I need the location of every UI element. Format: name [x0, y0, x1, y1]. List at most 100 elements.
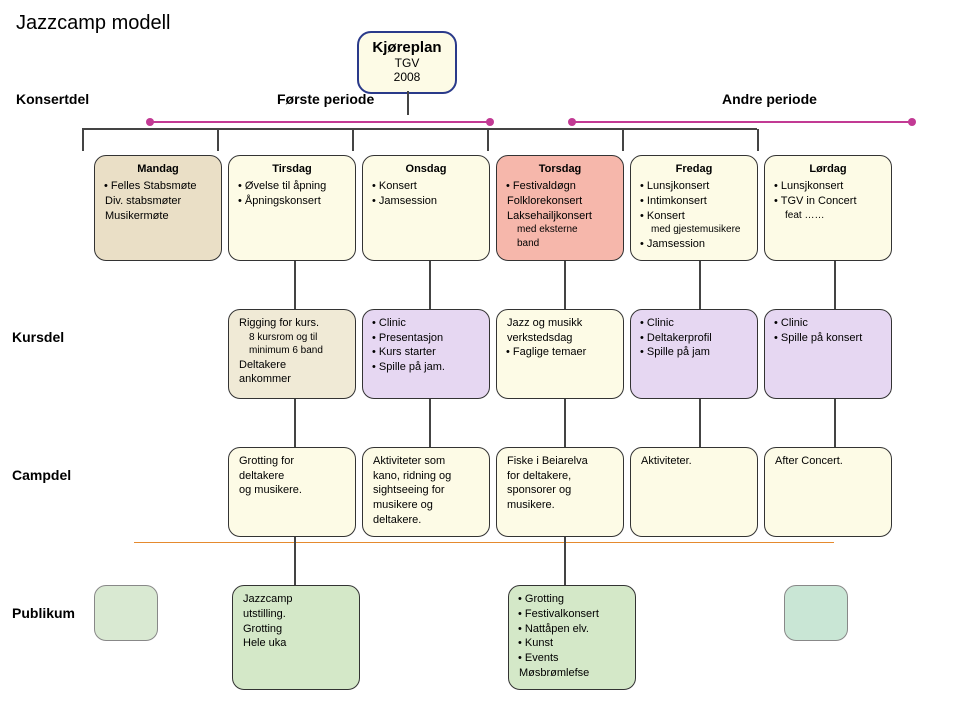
- card-bullet: Jamsession: [639, 237, 749, 252]
- card-text: for deltakere,: [505, 469, 615, 484]
- card-text: kano, ridning og: [371, 469, 481, 484]
- card: Rigging for kurs.8 kursrom og tilminimum…: [228, 309, 356, 399]
- card-bullet: Intimkonsert: [639, 194, 749, 209]
- row-label-camp: Campdel: [12, 447, 94, 537]
- card-bullet: Lunsjkonsert: [773, 179, 883, 194]
- row-camp: Campdel Grotting fordeltakereog musikere…: [12, 447, 948, 537]
- card-text: Aktiviteter.: [639, 454, 749, 469]
- card-text: Aktiviteter som: [371, 454, 481, 469]
- card-bullet: Festivaldøgn: [505, 179, 615, 194]
- card-text: Deltakere: [237, 358, 347, 373]
- card-text: utstilling.: [241, 607, 351, 622]
- card-text: Møsbrømlefse: [517, 666, 627, 681]
- card-subtext: feat ……: [773, 209, 883, 223]
- card-text: Jazz og musikk: [505, 316, 615, 331]
- card-day: Mandag: [103, 162, 213, 177]
- card-bullet: TGV in Concert: [773, 194, 883, 209]
- row-label-pub: Publikum: [12, 585, 94, 690]
- konsert-cards: Mandag Felles StabsmøteDiv. stabsmøterMus…: [94, 155, 948, 261]
- card-day: Lørdag: [773, 162, 883, 177]
- conn-konsert-kurs: [12, 269, 948, 309]
- header-label-right: Andre periode: [722, 91, 817, 107]
- card-bullet: Grotting: [517, 592, 627, 607]
- card-text: deltakere.: [371, 513, 481, 528]
- card-text: Grotting: [241, 622, 351, 637]
- card-subtext: 8 kursrom og til: [237, 331, 347, 345]
- card-text: Musikermøte: [103, 209, 213, 224]
- card-text: Grotting for: [237, 454, 347, 469]
- empty-card-left: [94, 585, 158, 641]
- card: Grotting fordeltakereog musikere.: [228, 447, 356, 537]
- plan-title: Kjøreplan: [363, 39, 451, 56]
- card: Aktiviteter.: [630, 447, 758, 537]
- card: TirsdagØvelse til åpningÅpningskonsert: [228, 155, 356, 261]
- card-bullet: Åpningskonsert: [237, 194, 347, 209]
- card-bullet: Spille på konsert: [773, 331, 883, 346]
- card-text: After Concert.: [773, 454, 883, 469]
- row-konsert: Mandag Felles StabsmøteDiv. stabsmøterMus…: [12, 155, 948, 261]
- card-bullet: Clinic: [639, 316, 749, 331]
- card-day: Fredag: [639, 162, 749, 177]
- card-bullet: Festivalkonsert: [517, 607, 627, 622]
- card-bullet: Spille på jam.: [371, 360, 481, 375]
- row-label-kurs: Kursdel: [12, 309, 94, 399]
- camp-cards: Grotting fordeltakereog musikere.Aktivit…: [94, 447, 948, 537]
- card-text: verkstedsdag: [505, 331, 615, 346]
- card: Torsdag FestivaldøgnFolklorekonsertLakseh…: [496, 155, 624, 261]
- plan-sub1: TGV: [363, 56, 451, 70]
- card-day: Onsdag: [371, 162, 481, 177]
- card: Jazzcamputstilling. Grotting Hele uka: [232, 585, 360, 690]
- card-day: Torsdag: [505, 162, 615, 177]
- card: Aktiviteter somkano, ridning ogsightseei…: [362, 447, 490, 537]
- card: OnsdagKonsertJamsession: [362, 155, 490, 261]
- card-text: Rigging for kurs.: [237, 316, 347, 331]
- plan-sub2: 2008: [363, 70, 451, 84]
- card-text: Folklorekonsert: [505, 194, 615, 209]
- card-text: ankommer: [237, 372, 347, 387]
- card-bullet: Clinic: [773, 316, 883, 331]
- header-label-left: Konsertdel: [16, 91, 89, 107]
- card: Fiske i Beiarelvafor deltakere,sponsorer…: [496, 447, 624, 537]
- kurs-cards: Rigging for kurs.8 kursrom og tilminimum…: [94, 309, 948, 399]
- card: After Concert.: [764, 447, 892, 537]
- card-text: Div. stabsmøter: [103, 194, 213, 209]
- header-label-mid: Første periode: [277, 91, 374, 107]
- header-connectors: [12, 115, 948, 155]
- card: GrottingFestivalkonsertNattåpen elv.Kuns…: [508, 585, 636, 690]
- card-text: Fiske i Beiarelva: [505, 454, 615, 469]
- card-bullet: Events: [517, 651, 627, 666]
- card-text: Laksehailjkonsert: [505, 209, 615, 224]
- card-bullet: Faglige temaer: [505, 345, 615, 360]
- card-text: musikere.: [505, 498, 615, 513]
- card: FredagLunsjkonsertIntimkonsertKonsertmed…: [630, 155, 758, 261]
- card-text: musikere og: [371, 498, 481, 513]
- card-text: sponsorer og: [505, 483, 615, 498]
- card-text: sightseeing for: [371, 483, 481, 498]
- card: Jazz og musikkverkstedsdag Faglige temae…: [496, 309, 624, 399]
- row-label-konsert: [12, 155, 94, 261]
- card-bullet: Kurs starter: [371, 345, 481, 360]
- card-bullet: Felles Stabsmøte: [103, 179, 213, 194]
- card: ClinicSpille på konsert: [764, 309, 892, 399]
- card-bullet: Konsert: [639, 209, 749, 224]
- pub-cards: Jazzcamputstilling. Grotting Hele ukaGro…: [94, 585, 948, 690]
- page-title: Jazzcamp modell: [16, 12, 948, 35]
- card-bullet: Presentasjon: [371, 331, 481, 346]
- card-subtext: med eksterne: [505, 223, 615, 237]
- card-subtext: minimum 6 band: [237, 344, 347, 358]
- card: ClinicPresentasjonKurs starterSpille på …: [362, 309, 490, 399]
- card-bullet: Nattåpen elv.: [517, 622, 627, 637]
- card-bullet: Lunsjkonsert: [639, 179, 749, 194]
- card: Mandag Felles StabsmøteDiv. stabsmøterMus…: [94, 155, 222, 261]
- card: Lørdag LunsjkonsertTGV in Concertfeat ……: [764, 155, 892, 261]
- row-kurs: Kursdel Rigging for kurs.8 kursrom og ti…: [12, 309, 948, 399]
- conn-kurs-camp: [12, 407, 948, 447]
- card-text: deltakere: [237, 469, 347, 484]
- card-bullet: Spille på jam: [639, 345, 749, 360]
- card: ClinicDeltakerprofilSpille på jam: [630, 309, 758, 399]
- card-bullet: Jamsession: [371, 194, 481, 209]
- card-text: Hele uka: [241, 636, 351, 651]
- card-text: og musikere.: [237, 483, 347, 498]
- card-text: Jazzcamp: [241, 592, 351, 607]
- card-bullet: Clinic: [371, 316, 481, 331]
